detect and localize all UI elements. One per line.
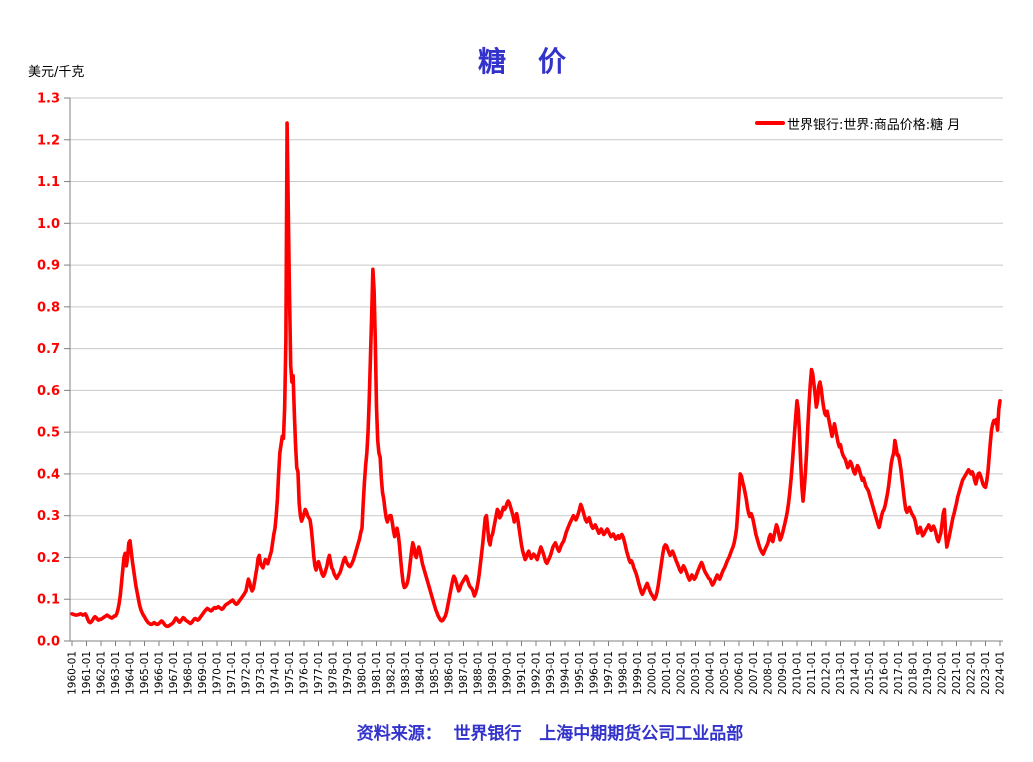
y-tick-label: 1.3: [37, 92, 60, 107]
y-tick-label: 0.5: [37, 426, 60, 441]
x-tick-label: 2005-01: [719, 651, 731, 695]
x-tick-label: 2006-01: [734, 651, 746, 695]
price-series-line: [70, 121, 1002, 629]
x-tick-label: 1996-01: [589, 651, 601, 695]
legend: 世界银行:世界:商品价格:糖 月: [755, 113, 960, 133]
x-tick-label: 1984-01: [415, 651, 427, 695]
x-tick-label: 2009-01: [777, 651, 789, 695]
x-tick-label: 1986-01: [444, 651, 456, 695]
x-tick-label: 1970-01: [212, 651, 224, 695]
x-tick-label: 1967-01: [168, 651, 180, 695]
legend-line-swatch: [755, 121, 785, 125]
x-tick-label: 1992-01: [531, 651, 543, 695]
x-tick-label: 2012-01: [821, 651, 833, 695]
y-tick-label: 0.8: [37, 300, 60, 315]
x-tick-label: 1971-01: [226, 651, 238, 695]
x-tick-label: 1964-01: [125, 651, 137, 695]
y-tick-label: 0.3: [37, 509, 60, 524]
x-tick-label: 1982-01: [386, 651, 398, 695]
x-tick-label: 2008-01: [763, 651, 775, 695]
y-tick-label: 0.7: [37, 342, 60, 357]
x-tick-label: 2007-01: [748, 651, 760, 695]
y-tick-label: 0.4: [37, 467, 60, 482]
x-tick-label: 1979-01: [342, 651, 354, 695]
y-tick-label: 0.0: [37, 635, 60, 650]
y-tick-label: 0.6: [37, 384, 60, 399]
x-tick-label: 2003-01: [690, 651, 702, 695]
x-tick-label: 2018-01: [908, 651, 920, 695]
x-tick-label: 1963-01: [110, 651, 122, 695]
x-tick-label: 1998-01: [618, 651, 630, 695]
x-tick-label: 2000-01: [647, 651, 659, 695]
x-tick-label: 2016-01: [879, 651, 891, 695]
x-tick-label: 1980-01: [357, 651, 369, 695]
y-tick-label: 0.2: [37, 551, 60, 566]
x-tick-label: 2015-01: [864, 651, 876, 695]
x-tick-label: 1995-01: [574, 651, 586, 695]
x-tick-label: 1975-01: [284, 651, 296, 695]
x-tick-label: 2004-01: [705, 651, 717, 695]
x-tick-label: 2002-01: [676, 651, 688, 695]
x-tick-label: 1976-01: [299, 651, 311, 695]
x-tick-label: 1981-01: [371, 651, 383, 695]
x-tick-label: 1983-01: [400, 651, 412, 695]
x-tick-label: 1990-01: [502, 651, 514, 695]
x-tick-label: 1999-01: [632, 651, 644, 695]
x-tick-label: 1993-01: [545, 651, 557, 695]
x-tick-label: 1972-01: [241, 651, 253, 695]
x-tick-label: 1974-01: [270, 651, 282, 695]
x-tick-label: 1987-01: [458, 651, 470, 695]
y-tick-label: 0.1: [37, 593, 60, 608]
y-axis-unit-label: 美元/千克: [28, 65, 85, 80]
x-tick-label: 1969-01: [197, 651, 209, 695]
x-tick-label: 2017-01: [893, 651, 905, 695]
y-tick-label: 1.2: [37, 133, 60, 148]
x-tick-label: 2019-01: [922, 651, 934, 695]
x-tick-label: 1978-01: [328, 651, 340, 695]
x-tick-label: 2013-01: [835, 651, 847, 695]
x-tick-label: 1960-01: [67, 651, 79, 695]
x-tick-label: 1961-01: [81, 651, 93, 695]
x-tick-label: 2011-01: [806, 651, 818, 695]
x-tick-label: 2023-01: [980, 651, 992, 695]
y-tick-label: 1.0: [37, 217, 60, 232]
x-tick-label: 1989-01: [487, 651, 499, 695]
x-tick-label: 1997-01: [603, 651, 615, 695]
x-tick-label: 2010-01: [792, 651, 804, 695]
x-tick-label: 1965-01: [139, 651, 151, 695]
x-tick-label: 2001-01: [661, 651, 673, 695]
x-tick-label: 1966-01: [154, 651, 166, 695]
y-tick-label: 0.9: [37, 259, 60, 274]
x-tick-label: 1988-01: [473, 651, 485, 695]
x-tick-label: 1973-01: [255, 651, 267, 695]
x-tick-label: 2021-01: [951, 651, 963, 695]
x-tick-label: 1991-01: [516, 651, 528, 695]
x-tick-label: 1962-01: [96, 651, 108, 695]
x-tick-label: 2022-01: [966, 651, 978, 695]
chart-title: 糖 价: [477, 45, 568, 78]
source-note: 资料来源： 世界银行 上海中期期货公司工业品部: [356, 724, 744, 744]
legend-series-label: 世界银行:世界:商品价格:糖 月: [787, 117, 961, 133]
x-tick-label: 2024-01: [995, 651, 1007, 695]
x-tick-label: 1968-01: [183, 651, 195, 695]
x-tick-label: 1977-01: [313, 651, 325, 695]
x-tick-label: 1994-01: [560, 651, 572, 695]
x-tick-label: 2020-01: [937, 651, 949, 695]
y-tick-label: 1.1: [37, 175, 60, 190]
x-tick-label: 1985-01: [429, 651, 441, 695]
x-tick-label: 2014-01: [850, 651, 862, 695]
